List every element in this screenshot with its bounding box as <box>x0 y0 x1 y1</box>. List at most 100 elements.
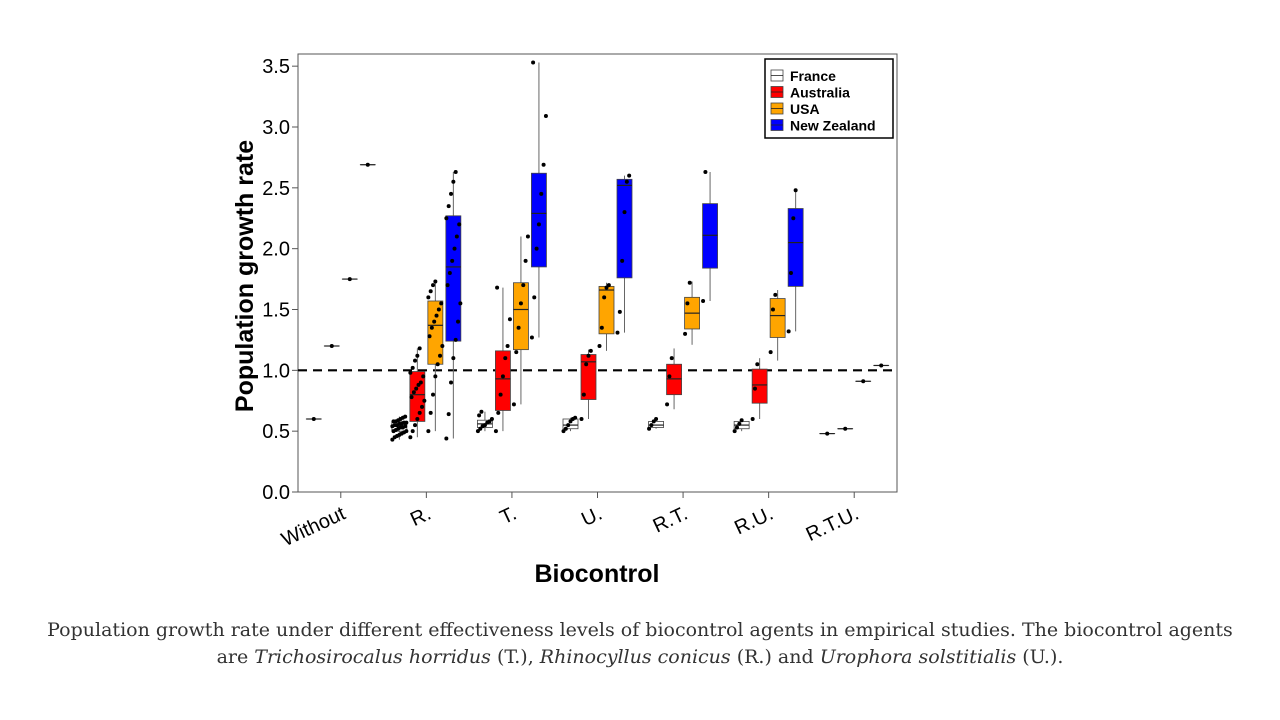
data-point <box>436 307 441 312</box>
y-axis: 0.0 0.5 1.0 1.5 2.0 2.5 3.0 3.5 <box>262 56 298 504</box>
y-tick-label: 0.5 <box>262 421 290 443</box>
data-point <box>536 222 541 227</box>
data-point <box>770 307 775 312</box>
data-point <box>431 283 436 288</box>
series-usa <box>341 234 872 434</box>
box <box>408 346 427 440</box>
box-body <box>648 421 664 428</box>
data-point <box>701 298 706 303</box>
data-point <box>413 358 418 363</box>
data-point <box>428 410 433 415</box>
data-point <box>445 283 450 288</box>
y-tick-label: 2.0 <box>262 239 290 261</box>
caption-text: Population growth rate under different e… <box>47 619 1233 668</box>
data-point <box>586 353 591 358</box>
data-point <box>426 429 431 434</box>
x-tick-label: R.T.U. <box>803 503 863 546</box>
data-point <box>624 179 629 184</box>
data-point <box>739 418 744 423</box>
data-point <box>432 319 437 324</box>
y-axis-title: Population growth rate <box>231 140 259 412</box>
box <box>768 290 786 361</box>
data-point <box>493 429 498 434</box>
data-point <box>505 344 510 348</box>
data-point <box>525 234 530 239</box>
data-point <box>750 417 755 421</box>
data-point <box>683 331 688 336</box>
data-point <box>411 390 416 395</box>
data-point <box>421 374 426 379</box>
data-point <box>417 346 422 351</box>
box-body <box>751 368 768 404</box>
data-point <box>439 301 444 306</box>
box-body <box>513 282 529 351</box>
box-body <box>702 203 718 269</box>
data-point <box>507 317 512 322</box>
data-point <box>452 246 457 251</box>
data-point <box>773 292 778 297</box>
series-france <box>305 409 836 442</box>
data-point <box>431 392 436 397</box>
data-point <box>617 309 622 314</box>
data-point <box>732 429 737 434</box>
data-point <box>489 417 494 421</box>
box <box>701 170 718 303</box>
data-point <box>456 319 461 324</box>
data-point <box>734 425 739 430</box>
data-point <box>532 295 537 300</box>
data-point <box>415 353 420 358</box>
box <box>529 60 548 340</box>
box <box>665 348 682 410</box>
data-point <box>654 417 659 421</box>
data-point <box>408 435 413 440</box>
data-point <box>563 426 568 431</box>
data-point <box>444 216 449 221</box>
data-point <box>453 337 458 342</box>
box <box>615 173 633 335</box>
data-point <box>768 350 773 355</box>
box <box>444 170 463 441</box>
data-point <box>627 173 632 178</box>
data-point <box>311 417 316 421</box>
box <box>683 280 700 345</box>
data-point <box>703 170 708 175</box>
data-point <box>791 216 796 221</box>
box <box>475 409 494 434</box>
box-body <box>531 172 547 268</box>
data-point <box>410 365 415 370</box>
legend-item: Australia <box>770 85 850 101</box>
y-tick-label: 3.5 <box>262 56 290 78</box>
legend-item: USA <box>770 101 820 117</box>
data-point <box>427 334 432 339</box>
box <box>873 363 890 368</box>
data-point <box>413 423 418 428</box>
data-point <box>410 429 415 434</box>
data-point <box>518 301 523 306</box>
box <box>561 415 579 434</box>
data-point <box>825 431 830 436</box>
data-point <box>579 417 584 421</box>
data-point <box>620 258 625 263</box>
data-point <box>435 362 440 367</box>
caption-abbr-t: (T.), <box>490 646 540 668</box>
y-tick-label: 0.0 <box>262 482 290 504</box>
box-plot-chart: 0.00.51.01.52.02.53.03.5 Without R. T. U. R.… <box>231 53 898 588</box>
data-point <box>687 280 692 285</box>
data-point <box>541 162 546 167</box>
data-point <box>516 325 521 330</box>
data-point <box>543 114 548 119</box>
data-point <box>503 356 508 361</box>
data-point <box>566 423 571 428</box>
x-tick-label: U. <box>578 503 605 531</box>
data-point <box>446 412 451 417</box>
caption-agent-t: Trichosirocalus horridus <box>254 646 491 668</box>
data-point <box>879 363 884 368</box>
data-point <box>403 424 408 429</box>
box <box>579 348 597 421</box>
x-axis-title: Biocontrol <box>535 560 660 588</box>
data-point <box>861 379 866 384</box>
legend-box <box>764 58 894 139</box>
y-tick-label: 2.5 <box>262 178 290 200</box>
data-point <box>404 420 409 425</box>
